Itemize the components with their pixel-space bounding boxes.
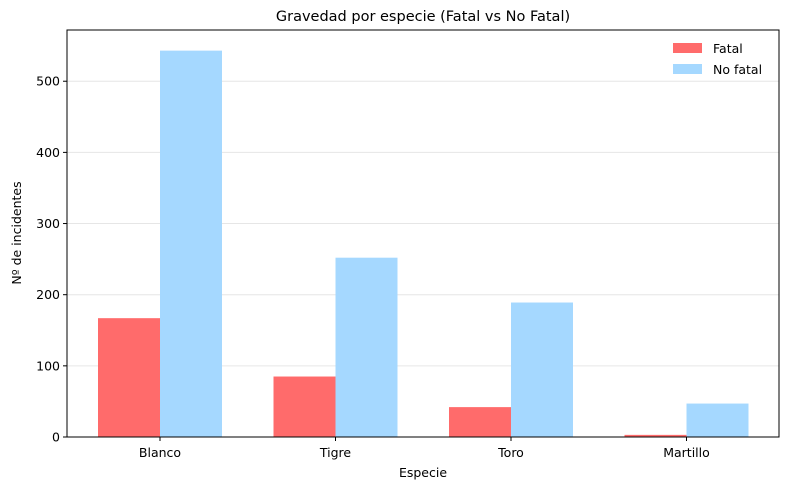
bar-no-fatal-toro	[511, 302, 573, 437]
bar-fatal-blanco	[98, 318, 160, 437]
bar-no-fatal-martillo	[686, 403, 749, 437]
x-tick-label: Tigre	[319, 445, 352, 460]
bar-fatal-toro	[449, 407, 511, 437]
chart-title: Gravedad por especie (Fatal vs No Fatal)	[276, 9, 570, 25]
y-tick-label: 500	[36, 74, 60, 89]
bars	[98, 50, 749, 438]
bar-fatal-tigre	[273, 376, 336, 437]
x-axis-ticks: Blanco Tigre Toro Martillo	[139, 437, 710, 460]
y-tick-label: 0	[52, 430, 60, 445]
bar-no-fatal-tigre	[335, 257, 398, 437]
legend-label: Fatal	[713, 41, 743, 56]
x-tick-label: Toro	[497, 445, 524, 460]
y-tick-label: 100	[36, 358, 60, 373]
y-axis-ticks: 0 100 200 300 400 500	[36, 74, 67, 445]
y-tick-label: 400	[36, 145, 60, 160]
y-axis-label: Nº de incidentes	[9, 181, 24, 284]
bar-fatal-martillo	[624, 434, 687, 437]
plot-frame	[66, 29, 780, 438]
legend-label: No fatal	[713, 62, 762, 77]
legend: Fatal No fatal	[673, 41, 762, 77]
legend-swatch	[673, 64, 702, 74]
y-tick-label: 200	[36, 287, 60, 302]
y-tick-label: 300	[36, 216, 60, 231]
bar-no-fatal-blanco	[160, 50, 222, 438]
x-tick-label: Martillo	[663, 445, 710, 460]
legend-swatch	[673, 43, 702, 53]
x-axis-label: Especie	[399, 465, 447, 480]
x-tick-label: Blanco	[139, 445, 181, 460]
